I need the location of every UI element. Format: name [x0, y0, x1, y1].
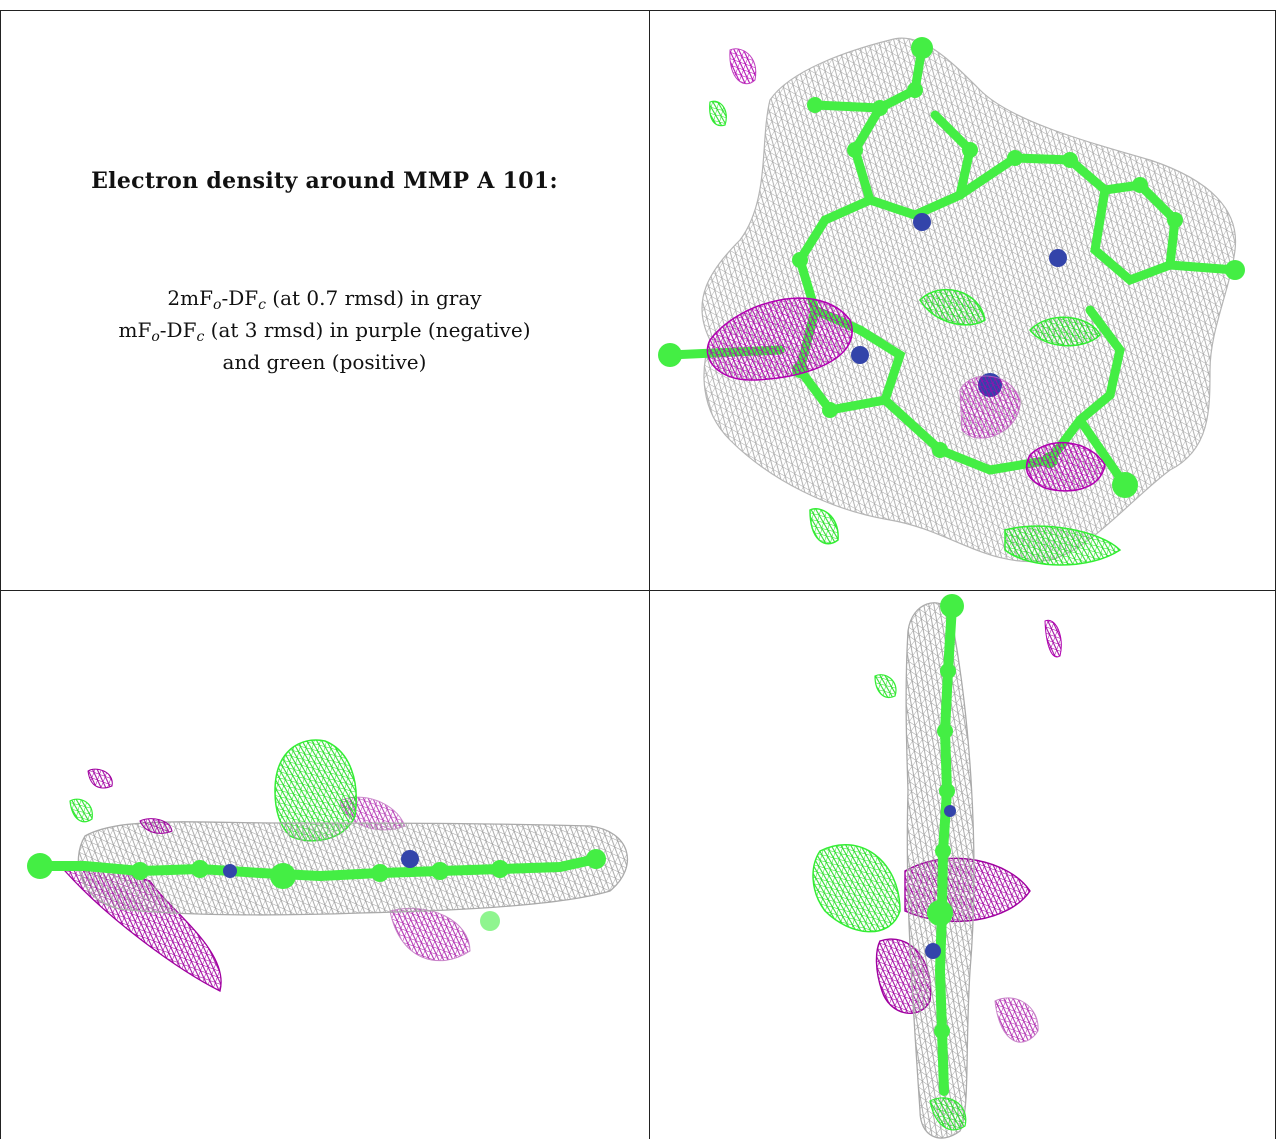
border-middle — [0, 590, 1276, 591]
border-left — [0, 10, 1, 1139]
caption-cell: Electron density around MMP A 101: 2mFo-… — [0, 0, 649, 590]
edge-on-horizontal-density-map — [27, 739, 628, 992]
bottom-left-view — [0, 591, 649, 1139]
border-top — [0, 10, 1276, 11]
figure-title: Electron density around MMP A 101: — [91, 168, 558, 194]
top-right-view — [650, 10, 1276, 590]
border-center — [649, 10, 650, 1139]
face-on-density-map — [658, 37, 1245, 566]
caption-line-2: mFo-DFc (at 3 rmsd) in purple (negative) — [118, 318, 531, 345]
edge-on-vertical-density-map — [812, 594, 1062, 1139]
caption-line-3: and green (positive) — [222, 350, 427, 374]
caption-line-1: 2mFo-DFc (at 0.7 rmsd) in gray — [167, 286, 482, 313]
bottom-right-view — [650, 591, 1276, 1139]
